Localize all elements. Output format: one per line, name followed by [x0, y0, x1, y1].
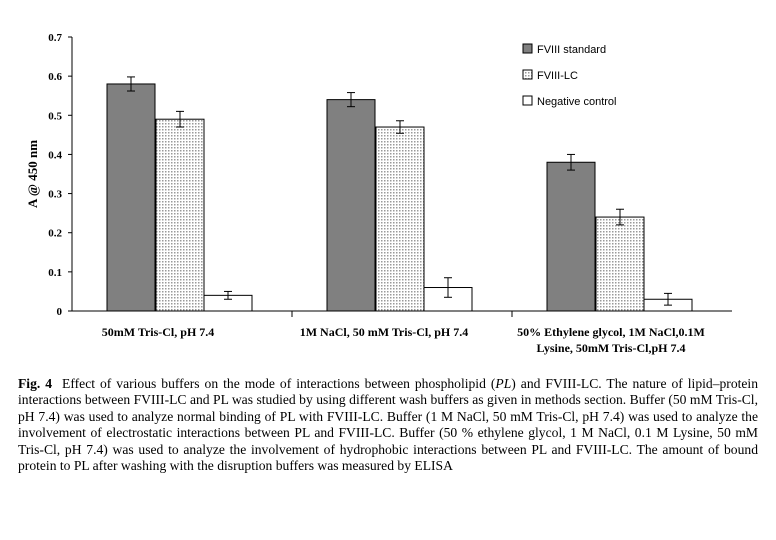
y-axis-label: A @ 450 nm	[25, 140, 40, 208]
bar-fviii-lc	[595, 216, 645, 312]
bar-fviii-lc	[375, 126, 425, 312]
y-tick-label: 0.5	[48, 110, 62, 122]
y-tick-label: 0.4	[48, 149, 62, 161]
chart-legend: FVIII standard FVIII-LC Negative control	[522, 43, 617, 108]
y-tick-label: 0.6	[48, 71, 62, 83]
legend-swatch	[522, 69, 533, 80]
legend-label: FVIII-LC	[537, 70, 578, 82]
legend-label: FVIII standard	[537, 44, 606, 56]
y-tick-label: 0	[57, 306, 63, 318]
chart-bars	[106, 76, 693, 312]
bar-fviii-lc	[155, 118, 205, 312]
y-tick-label: 0.2	[48, 228, 62, 240]
category-label: 50% Ethylene glycol, 1M NaCl,0.1M	[517, 325, 705, 339]
caption-text-italic: PL	[495, 376, 512, 391]
caption-label: Fig. 4	[18, 376, 53, 391]
bar-fviii-standard	[326, 99, 376, 312]
chart-labels: 50mM Tris-Cl, pH 7.4 1M NaCl, 50 mM Tris-…	[102, 325, 705, 355]
bar-chart: 0 0.1 0.2 0.3 0.4 0.5 0.6 0.7 A @ 450 nm 50mM Tr…	[25, 32, 732, 355]
y-tick-label: 0.3	[48, 189, 62, 201]
figure-caption: Fig. 4 Effect of various buffers on the …	[18, 376, 758, 474]
category-label: 50mM Tris-Cl, pH 7.4	[102, 325, 215, 339]
legend-swatch	[522, 43, 533, 54]
caption-text-2: ) and FVIII-LC. The nature of lipid–prot…	[18, 376, 759, 474]
category-label: 1M NaCl, 50 mM Tris-Cl, pH 7.4	[300, 325, 469, 339]
legend-swatch	[522, 95, 533, 106]
caption-text-1: Effect of various buffers on the mode of…	[62, 376, 496, 391]
y-tick-label: 0.1	[48, 267, 62, 279]
legend-label: Negative control	[537, 96, 617, 108]
y-tick-label: 0.7	[48, 32, 62, 44]
category-label: Lysine, 50mM Tris-Cl,pH 7.4	[537, 341, 686, 355]
bar-fviii-standard	[546, 161, 596, 312]
bar-fviii-standard	[106, 83, 156, 312]
